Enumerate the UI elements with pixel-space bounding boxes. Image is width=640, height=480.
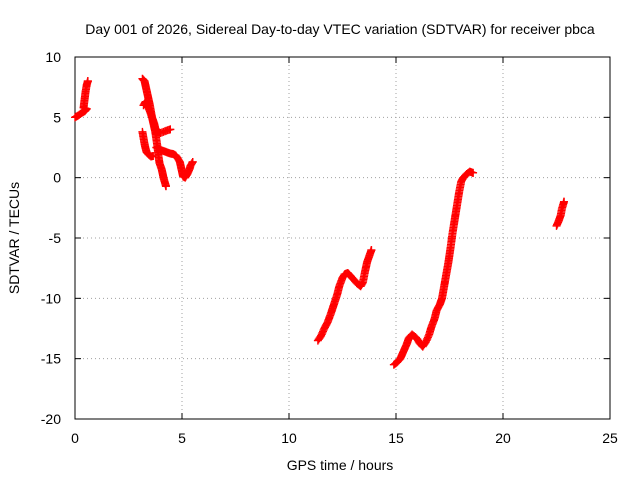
data-point-marker <box>161 182 170 191</box>
x-tick-label: 5 <box>178 430 186 446</box>
data-point-marker <box>559 197 568 206</box>
x-tick-label: 25 <box>602 430 618 446</box>
x-axis-label: GPS time / hours <box>287 457 394 473</box>
data-point-marker <box>149 151 158 160</box>
data-series-sdtvar <box>71 74 568 369</box>
data-point-marker <box>469 168 478 177</box>
data-point-marker <box>166 125 175 134</box>
data-point-marker <box>188 157 197 166</box>
x-tick-label: 20 <box>495 430 511 446</box>
axis-ticks: 0 5 10 15 20 25 -20 -15 -10 -5 0 5 10 <box>41 49 618 446</box>
data-point-marker <box>187 159 196 168</box>
x-tick-label: 10 <box>281 430 297 446</box>
y-tick-label: 0 <box>53 170 61 186</box>
chart-title: Day 001 of 2026, Sidereal Day-to-day VTE… <box>85 21 595 37</box>
y-tick-label: 10 <box>45 49 61 65</box>
data-point-marker <box>367 246 376 255</box>
data-point-marker <box>83 77 92 86</box>
y-tick-label: -10 <box>41 290 61 306</box>
grid-lines <box>75 57 610 419</box>
y-tick-label: 5 <box>53 109 61 125</box>
y-tick-label: -15 <box>41 351 61 367</box>
x-tick-label: 0 <box>71 430 79 446</box>
x-tick-label: 15 <box>388 430 404 446</box>
y-axis-label: SDTVAR / TECUs <box>6 182 22 294</box>
y-tick-label: -20 <box>41 411 61 427</box>
y-tick-label: -5 <box>49 230 62 246</box>
